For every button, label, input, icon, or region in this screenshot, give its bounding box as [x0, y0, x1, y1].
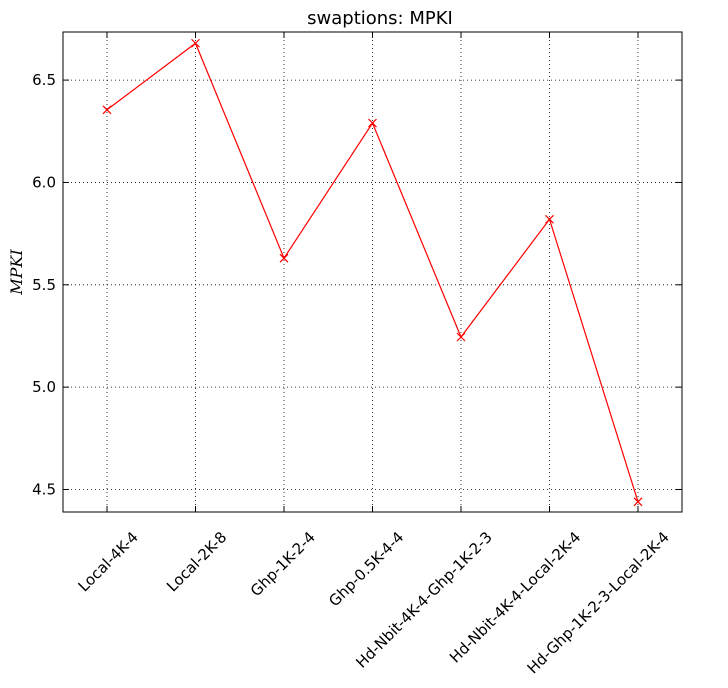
x-tick-label: Local-4K-4 [75, 528, 142, 595]
data-point-marker [191, 38, 200, 48]
y-tick-label: 5.5 [32, 276, 56, 294]
y-tick-label: 6.0 [32, 173, 56, 191]
data-point-marker [368, 118, 377, 128]
x-tick-label: Ghp-0.5K-4-4 [325, 528, 407, 610]
data-point-marker [456, 332, 466, 342]
data-point-marker [102, 105, 112, 115]
y-axis-tick-labels: 4.5 5.0 5.5 6.0 6.5 [32, 71, 56, 498]
series-mpki [102, 38, 643, 507]
y-tick-label: 5.0 [32, 378, 56, 396]
x-axis-tick-labels: Local-4K-4 Local-2K-8 Ghp-1K-2-4 Ghp-0.5K-4… [75, 528, 673, 677]
data-point-marker [279, 253, 289, 263]
x-tick-label: Ghp-1K-2-4 [247, 528, 319, 600]
y-tick-label: 6.5 [32, 71, 56, 89]
x-tick-label: Hd-Ghp-1K-2-3-Local-2K-4 [524, 528, 673, 677]
chart-title: swaptions: MPKI [307, 8, 453, 29]
y-tick-label: 4.5 [32, 480, 56, 498]
data-point-marker [633, 497, 643, 507]
axis-ticks [63, 32, 682, 512]
y-axis-label: MPKI [7, 249, 26, 296]
grid [63, 32, 682, 512]
x-tick-label: Local-2K-8 [163, 528, 230, 595]
data-point-marker [545, 214, 554, 224]
